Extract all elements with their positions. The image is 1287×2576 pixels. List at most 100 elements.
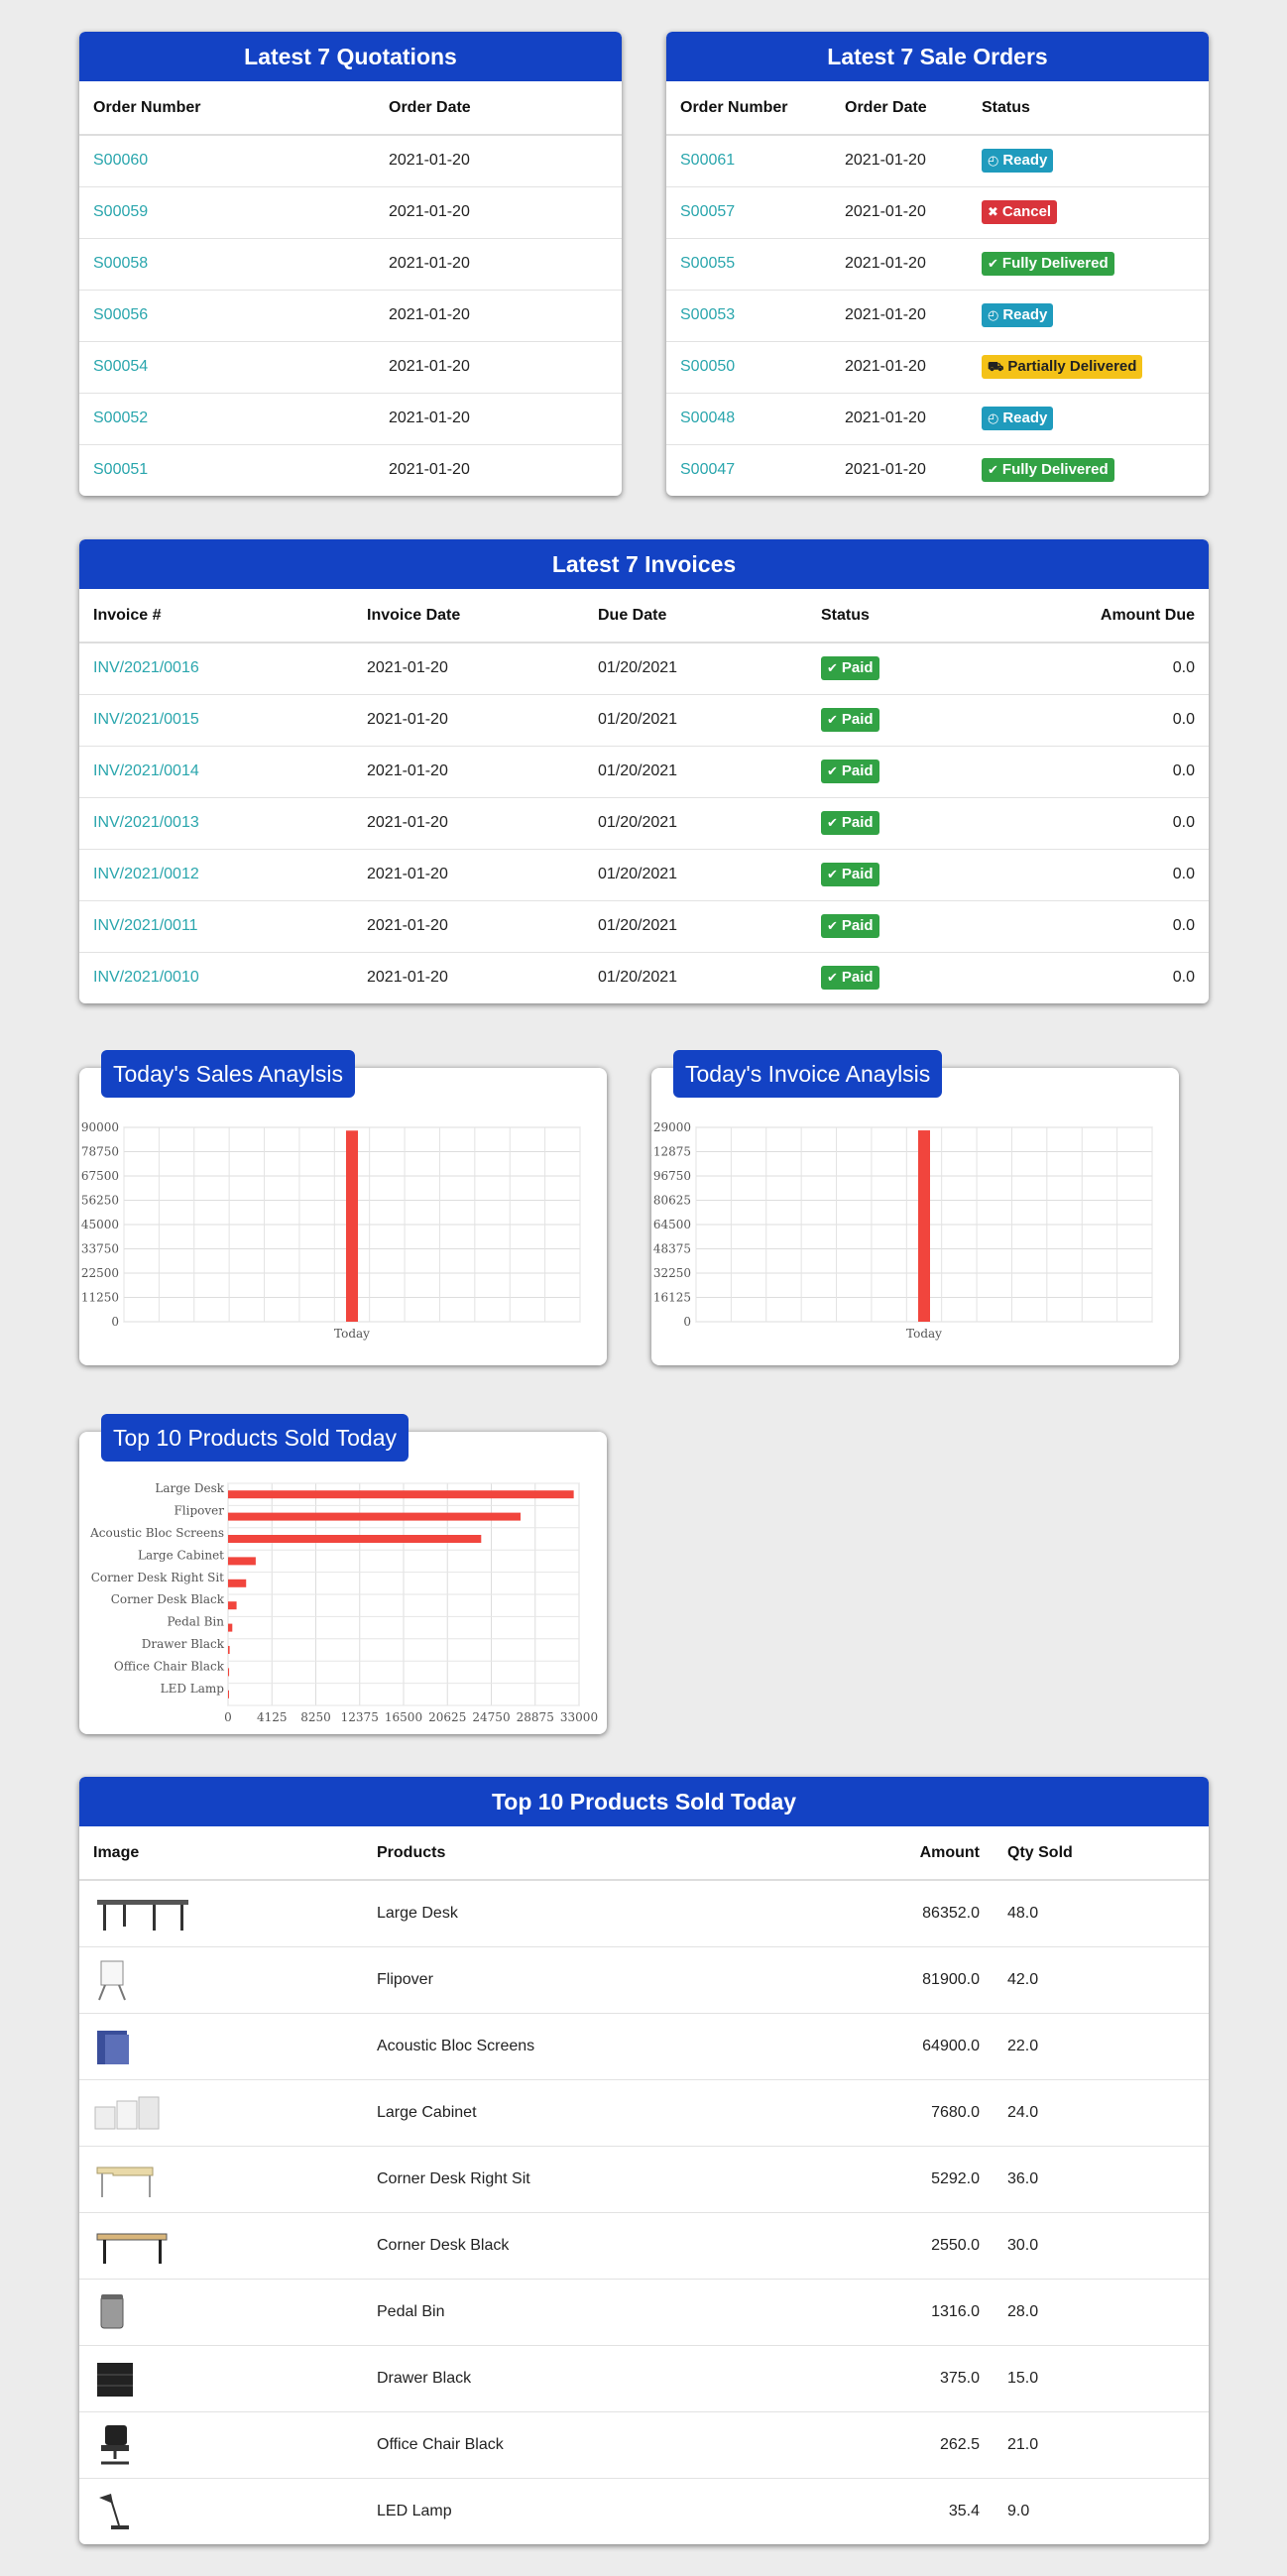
check-icon: ✔ — [827, 660, 838, 676]
status-badge: ✔ Fully Delivered — [982, 458, 1114, 483]
y-category-label: Pedal Bin — [167, 1615, 224, 1629]
invoice-number-link[interactable]: INV/2021/0014 — [79, 745, 353, 797]
invoice-number-link[interactable]: INV/2021/0016 — [93, 659, 199, 677]
invoice-number-link[interactable]: INV/2021/0013 — [79, 796, 353, 849]
order-number-link[interactable]: S00056 — [79, 289, 375, 341]
due-date: 01/20/2021 — [584, 796, 807, 849]
y-category-label: Large Desk — [155, 1481, 224, 1495]
status-label: Paid — [841, 866, 874, 882]
drawer-black-image — [93, 2355, 192, 2402]
y-tick-label: 56250 — [81, 1194, 119, 1208]
col-products: Products — [363, 1826, 660, 1881]
order-number-link[interactable]: S00051 — [79, 443, 375, 496]
amount-due: 0.0 — [986, 745, 1209, 797]
order-number-link[interactable]: S00050 — [666, 340, 831, 393]
status-badge: ✔ Paid — [821, 863, 879, 886]
product-name: Corner Desk Black — [363, 2211, 660, 2279]
product-name: Pedal Bin — [363, 2278, 660, 2345]
order-number-link[interactable]: S00047 — [666, 443, 831, 496]
col-qty-sold: Qty Sold — [994, 1826, 1209, 1881]
invoices-title: Latest 7 Invoices — [79, 539, 1209, 589]
y-tick-label: 129000 — [651, 1120, 691, 1134]
bar-product — [228, 1668, 230, 1677]
due-date: 01/20/2021 — [584, 848, 807, 900]
order-date: 2021-01-20 — [375, 340, 622, 393]
product-name: Flipover — [363, 1945, 660, 2013]
status-label: Paid — [841, 659, 874, 677]
quotations-card: Latest 7 Quotations Order Number Order D… — [79, 32, 622, 496]
product-amount: 375.0 — [660, 2344, 994, 2411]
status-badge: ✔ Paid — [821, 914, 879, 938]
order-date: 2021-01-20 — [831, 185, 968, 238]
product-amount: 35.4 — [660, 2477, 994, 2544]
led-lamp-image — [93, 2488, 192, 2535]
order-number-link[interactable]: S00060 — [93, 152, 149, 170]
order-date: 2021-01-20 — [831, 443, 968, 496]
image-cell — [79, 2278, 363, 2345]
status-badge: ✔ Paid — [821, 708, 879, 732]
invoice-number-link[interactable]: INV/2021/0015 — [79, 693, 353, 746]
y-category-label: Flipover — [174, 1504, 224, 1518]
office-chair-image — [93, 2421, 192, 2469]
x-tick-label: 33000 — [560, 1710, 598, 1724]
status-label: Ready — [1002, 152, 1048, 170]
check-icon: ✔ — [827, 815, 838, 830]
product-name: Office Chair Black — [363, 2410, 660, 2478]
order-number-link[interactable]: S00048 — [666, 392, 831, 444]
status-badge: ✔ Paid — [821, 760, 879, 783]
order-number-link[interactable]: S00055 — [666, 237, 831, 290]
status-label: Paid — [841, 711, 874, 728]
invoice-date: 2021-01-20 — [367, 659, 448, 677]
quotations-table: Order Number Order Date S00060 2021-01-20… — [79, 81, 622, 496]
status-cell: ✔ Paid — [807, 951, 986, 1003]
quotations-title: Latest 7 Quotations — [79, 32, 622, 81]
invoice-number-link[interactable]: INV/2021/0010 — [79, 951, 353, 1003]
invoice-number-link[interactable]: INV/2021/0012 — [79, 848, 353, 900]
due-date: 01/20/2021 — [584, 951, 807, 1003]
y-tick-label: 11250 — [81, 1291, 119, 1305]
product-qty: 9.0 — [994, 2477, 1209, 2544]
x-tick-label: 0 — [224, 1710, 232, 1724]
order-number-link[interactable]: S00052 — [79, 392, 375, 444]
product-qty: 22.0 — [994, 2012, 1209, 2079]
order-number-link[interactable]: S00057 — [666, 185, 831, 238]
invoice-date: 2021-01-20 — [353, 899, 584, 952]
image-cell — [79, 2410, 363, 2478]
y-tick-label: 80625 — [653, 1194, 691, 1208]
col-amount-due: Amount Due — [986, 589, 1209, 644]
amount-due: 0.0 — [986, 899, 1209, 952]
invoice-number-link[interactable]: INV/2021/0011 — [79, 899, 353, 952]
order-number-link[interactable]: S00054 — [79, 340, 375, 393]
status-cell: ⛟ Partially Delivered — [968, 340, 1209, 393]
product-qty: 21.0 — [994, 2410, 1209, 2478]
status-cell: ✔ Paid — [807, 899, 986, 952]
table-row: S00052 2021-01-20 — [79, 392, 622, 444]
status-badge: ✔ Paid — [821, 811, 879, 835]
order-date: 2021-01-20 — [831, 289, 968, 341]
table-row: Office Chair Black 262.5 21.0 — [79, 2410, 1209, 2478]
check-icon: ✔ — [827, 970, 838, 986]
invoices-table: Invoice # Invoice Date Due Date Status A… — [79, 589, 1209, 1003]
top-products-chart: 0 4125 8250 12375 16500 20625 24750 28875 33000 L… — [89, 1481, 598, 1724]
product-qty: 24.0 — [994, 2078, 1209, 2146]
product-amount: 5292.0 — [660, 2145, 994, 2212]
order-number-link[interactable]: S00061 — [680, 152, 736, 170]
table-row: Large Desk 86352.0 48.0 — [79, 1880, 1209, 1946]
status-cell: ◴ Ready — [968, 392, 1209, 444]
order-number-link[interactable]: S00053 — [666, 289, 831, 341]
table-row: S00051 2021-01-20 — [79, 443, 622, 496]
y-category-label: Acoustic Bloc Screens — [89, 1526, 224, 1540]
order-date: 2021-01-20 — [375, 185, 622, 238]
y-tick-label: 16125 — [653, 1291, 691, 1305]
col-status: Status — [968, 81, 1209, 136]
product-name: LED Lamp — [363, 2477, 660, 2544]
table-row: S00048 2021-01-20 ◴ Ready — [666, 392, 1209, 444]
order-number-link[interactable]: S00059 — [79, 185, 375, 238]
status-badge: ✔ Paid — [821, 656, 879, 681]
x-tick-label: 20625 — [428, 1710, 466, 1724]
x-tick-label: Today — [906, 1327, 942, 1341]
flipover-image — [93, 1956, 192, 2004]
order-number-link[interactable]: S00058 — [79, 237, 375, 290]
product-qty: 15.0 — [994, 2344, 1209, 2411]
y-tick-label: 48375 — [653, 1242, 691, 1256]
